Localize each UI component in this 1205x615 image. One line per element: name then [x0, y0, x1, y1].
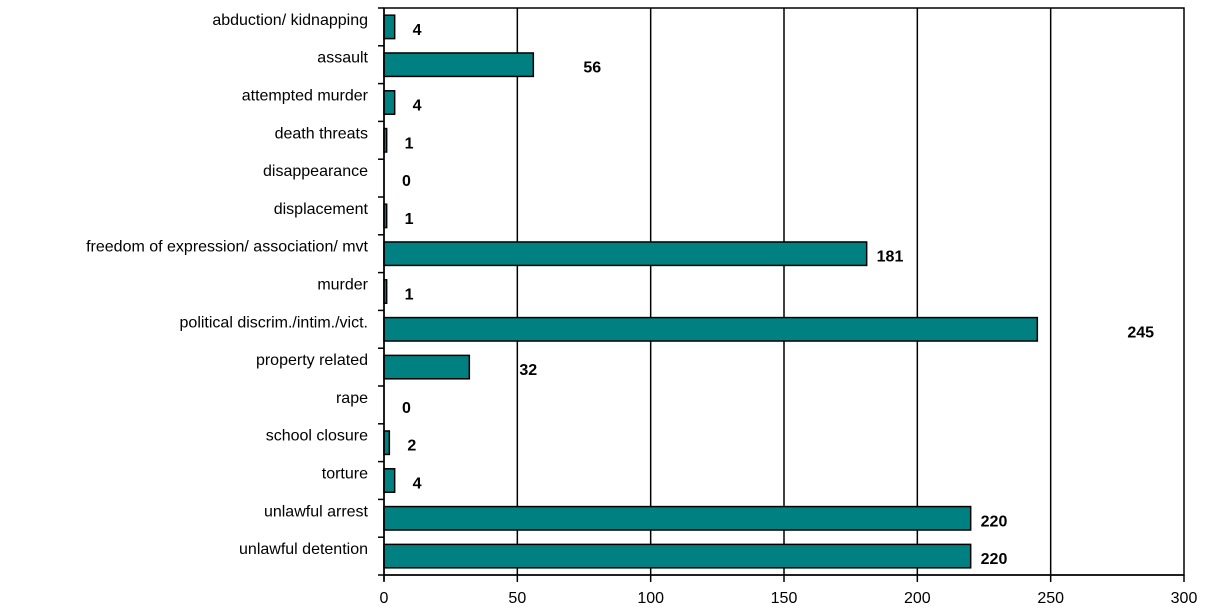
bars — [383, 14, 1039, 569]
data-label: 2 — [407, 438, 416, 455]
category-label: unlawful detention — [239, 541, 368, 558]
category-label: freedom of expression/ association/ mvt — [86, 239, 368, 256]
category-label: assault — [317, 50, 368, 67]
data-label: 32 — [519, 362, 537, 379]
category-labels: abduction/ kidnapping assault attempted mu… — [86, 12, 369, 558]
category-label: attempted murder — [242, 88, 369, 105]
data-label: 181 — [877, 249, 904, 266]
bar — [383, 354, 471, 380]
bar — [383, 543, 972, 569]
data-label: 4 — [413, 22, 422, 39]
category-label: property related — [256, 352, 368, 369]
category-label: abduction/ kidnapping — [212, 12, 368, 29]
x-axis: 0 50 100 150 200 250 300 — [378, 7, 1198, 607]
data-label: 0 — [402, 400, 411, 417]
bar — [383, 430, 391, 456]
bar — [383, 52, 535, 78]
bar — [383, 14, 396, 40]
category-label: rape — [336, 390, 368, 407]
data-labels: 4 56 4 1 0 1 181 1 245 32 0 2 4 220 220 — [402, 22, 1154, 568]
category-label: unlawful arrest — [264, 503, 369, 520]
data-label: 56 — [583, 60, 601, 77]
category-label: school closure — [266, 428, 368, 445]
x-tick-label: 100 — [637, 590, 664, 607]
data-label: 0 — [402, 173, 411, 190]
category-label: political discrim./intim./vict. — [180, 314, 368, 331]
gridlines — [516, 8, 1052, 575]
category-label: torture — [322, 466, 368, 483]
data-label: 245 — [1127, 324, 1154, 341]
data-label: 1 — [405, 135, 414, 152]
bar — [383, 241, 868, 267]
bar — [383, 468, 396, 493]
data-label: 220 — [981, 513, 1008, 530]
bar — [383, 505, 972, 531]
category-label: disappearance — [263, 163, 368, 180]
bar — [383, 90, 396, 115]
category-label: death threats — [275, 125, 368, 142]
x-tick-label: 250 — [1037, 590, 1064, 607]
data-label: 1 — [405, 287, 414, 304]
data-label: 1 — [405, 211, 414, 228]
category-label: displacement — [274, 201, 369, 218]
x-tick-label: 150 — [771, 590, 798, 607]
bar — [383, 316, 1039, 342]
x-tick-label: 200 — [904, 590, 931, 607]
data-label: 220 — [981, 551, 1008, 568]
x-tick-label: 300 — [1171, 590, 1198, 607]
data-label: 4 — [413, 98, 422, 115]
x-tick-label: 50 — [508, 590, 526, 607]
x-tick-label: 0 — [380, 590, 389, 607]
data-label: 4 — [413, 476, 422, 493]
category-label: murder — [317, 277, 368, 294]
